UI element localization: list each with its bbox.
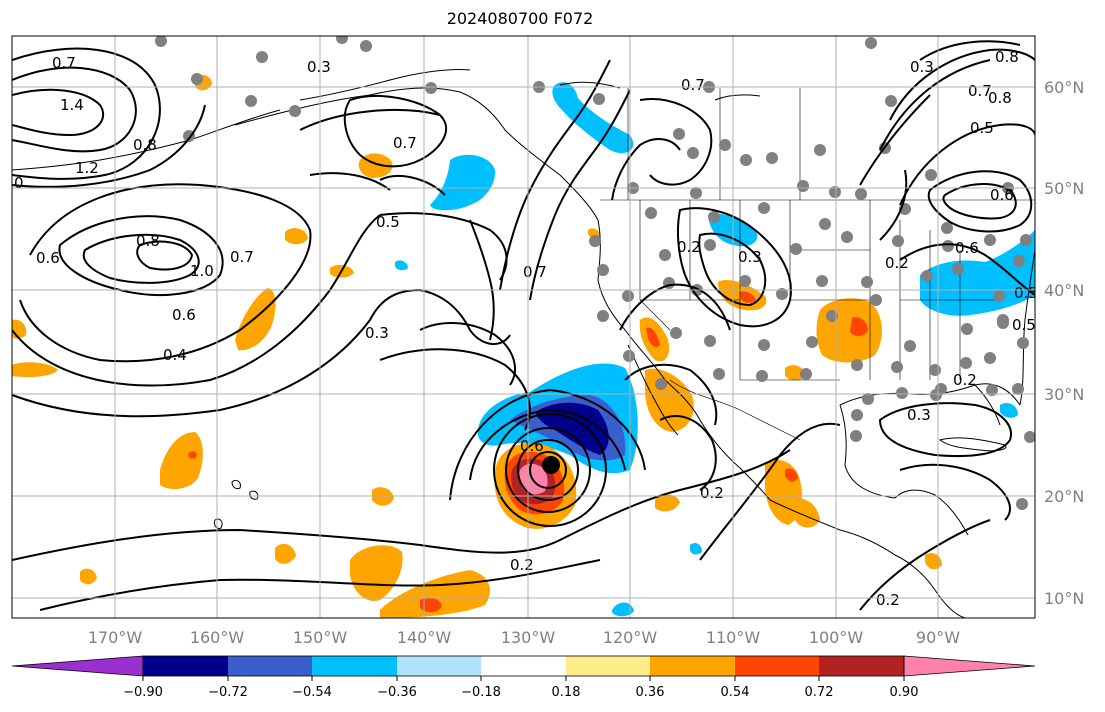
colorbar-tick-label: −0.72 <box>208 685 248 700</box>
contour-label: 0.5 <box>1014 284 1038 302</box>
colorbar-tick-label: 0.90 <box>890 685 919 700</box>
lon-label: 120°W <box>603 628 658 647</box>
colorbar-segment <box>735 656 819 676</box>
colorbar-segment <box>312 656 397 676</box>
contour-label: 0.2 <box>885 254 909 272</box>
contour-label: 0.4 <box>163 346 187 364</box>
contour-label: 0.5 <box>1012 316 1036 334</box>
contour-label: 0.6 <box>520 437 544 455</box>
contour-label: 0 <box>14 174 24 192</box>
map-frame <box>11 35 1036 619</box>
lon-label: 100°W <box>809 628 864 647</box>
lat-label: 30°N <box>1044 385 1084 404</box>
colorbar-ticks <box>142 676 905 681</box>
contour-label: 0.8 <box>136 232 160 250</box>
contour-label: 0.8 <box>133 136 157 154</box>
colorbar-segment <box>397 656 481 676</box>
colorbar-segment <box>650 656 735 676</box>
colorbar-segment <box>566 656 650 676</box>
lat-labels: 60°N 50°N 40°N 30°N 20°N 10°N <box>1044 78 1084 608</box>
colorbar-segment <box>11 655 144 677</box>
colorbar-segment <box>228 656 312 676</box>
colorbar-tick-label: −0.54 <box>292 685 332 700</box>
contour-labels: 0.7 1.4 1.2 0.8 0.6 0 0.3 0.7 0.5 0.7 0.… <box>14 48 1038 609</box>
contour-label: 0.6 <box>36 249 60 267</box>
contour-label: 0.2 <box>953 371 977 389</box>
contour-label: 0.8 <box>988 89 1012 107</box>
storm-center-marker <box>542 456 560 474</box>
map-content: 0.7 1.4 1.2 0.8 0.6 0 0.3 0.7 0.5 0.7 0.… <box>12 36 1038 618</box>
lat-label: 10°N <box>1044 589 1084 608</box>
colorbar: −0.90 −0.72 −0.54 −0.36 −0.18 0.18 0.36 … <box>11 655 1036 700</box>
lon-label: 110°W <box>706 628 761 647</box>
contour-label: 0.7 <box>393 134 417 152</box>
lon-label: 130°W <box>501 628 556 647</box>
contour-label: 0.3 <box>907 406 931 424</box>
contour-label: 0.2 <box>700 484 724 502</box>
contour-label: 0.7 <box>968 82 992 100</box>
lat-label: 60°N <box>1044 78 1084 97</box>
colorbar-tick-label: 0.36 <box>636 685 665 700</box>
contour-label: 0.2 <box>876 591 900 609</box>
lon-label: 170°W <box>88 628 143 647</box>
lon-label: 150°W <box>293 628 348 647</box>
colorbar-frame <box>142 655 905 677</box>
contour-label: 1.2 <box>75 159 99 177</box>
contour-label: 1.4 <box>60 96 84 114</box>
lat-label: 20°N <box>1044 487 1084 506</box>
lon-label: 90°W <box>916 628 960 647</box>
colorbar-tick-label: 0.72 <box>805 685 834 700</box>
contour-label: 0.8 <box>995 48 1019 66</box>
map-title: 2024080700 F072 <box>446 9 594 28</box>
contour-label: 0.5 <box>970 119 994 137</box>
contour-label: 0.6 <box>955 239 979 257</box>
colorbar-segment <box>143 656 228 676</box>
lat-label: 40°N <box>1044 281 1084 300</box>
colorbar-tick-label: −0.36 <box>377 685 417 700</box>
contour-label: 0.2 <box>677 238 701 256</box>
colorbar-segment <box>819 656 904 676</box>
contour-label: 0.7 <box>230 248 254 266</box>
contour-label: 1.0 <box>190 262 214 280</box>
colorbar-tick-label: 0.54 <box>721 685 750 700</box>
contour-label: 0.7 <box>52 54 76 72</box>
colorbar-segment <box>903 655 1036 677</box>
contour-label: 0.3 <box>738 248 762 266</box>
contour-label: 0.6 <box>990 186 1014 204</box>
colorbar-tick-label: −0.90 <box>123 685 163 700</box>
contour-label: 0.3 <box>307 58 331 76</box>
lat-label: 50°N <box>1044 179 1084 198</box>
contour-label: 0.6 <box>172 306 196 324</box>
contours <box>12 40 1035 611</box>
contour-label: 0.7 <box>681 76 705 94</box>
lon-label: 140°W <box>397 628 452 647</box>
gridlines <box>12 36 1035 618</box>
lon-labels: 170°W 160°W 150°W 140°W 130°W 120°W 110°… <box>88 628 960 647</box>
colorbar-tick-label: −0.18 <box>461 685 501 700</box>
colorbar-segment <box>481 656 566 676</box>
contour-label: 0.2 <box>510 556 534 574</box>
contour-label: 0.3 <box>365 324 389 342</box>
colorbar-tick-label: 0.18 <box>552 685 581 700</box>
contour-label: 0.7 <box>523 263 547 281</box>
contour-label: 0.3 <box>910 58 934 76</box>
lon-label: 160°W <box>190 628 245 647</box>
contour-label: 0.5 <box>376 213 400 231</box>
